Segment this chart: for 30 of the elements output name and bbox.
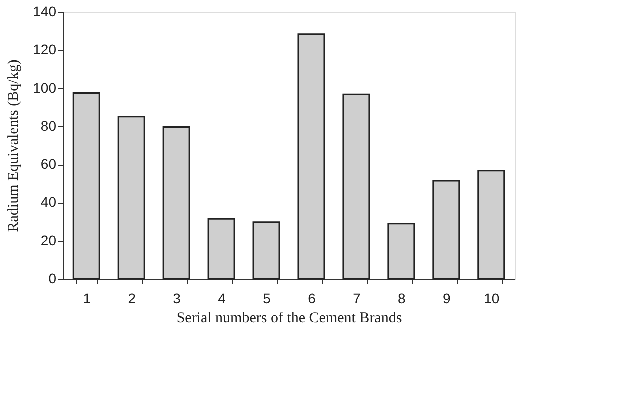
y-tick-label: 80	[40, 118, 57, 134]
x-tick-label: 2	[128, 290, 136, 306]
y-tick-label: 60	[40, 156, 57, 172]
x-tick-label: 8	[398, 290, 406, 306]
x-tick-label: 9	[443, 290, 452, 306]
y-tick-label: 140	[33, 4, 57, 20]
x-tick-label: 5	[263, 290, 272, 306]
bar	[432, 180, 460, 280]
bar	[118, 116, 146, 280]
bar	[72, 92, 100, 280]
bar	[388, 223, 416, 280]
bar	[162, 126, 190, 280]
x-tick-label: 3	[173, 290, 182, 306]
y-tick-label: 100	[33, 80, 57, 96]
bar	[342, 94, 370, 280]
bar	[478, 170, 506, 280]
x-tick-label: 10	[484, 290, 500, 306]
x-tick-label: 6	[308, 290, 316, 306]
x-tick-label: 7	[353, 290, 362, 306]
y-tick-label: 120	[33, 42, 57, 58]
x-tick-label: 4	[218, 290, 226, 306]
x-axis-title: Serial numbers of the Cement Brands	[176, 310, 402, 326]
bar	[298, 34, 326, 280]
y-tick-label: 0	[48, 270, 57, 286]
y-tick-label: 40	[40, 194, 57, 210]
bar	[252, 222, 280, 280]
y-axis-title: Radium Equivalents (Bq/kg)	[6, 60, 22, 232]
y-tick-label: 20	[40, 232, 57, 248]
bar	[208, 218, 236, 280]
x-tick-label: 1	[83, 290, 92, 306]
